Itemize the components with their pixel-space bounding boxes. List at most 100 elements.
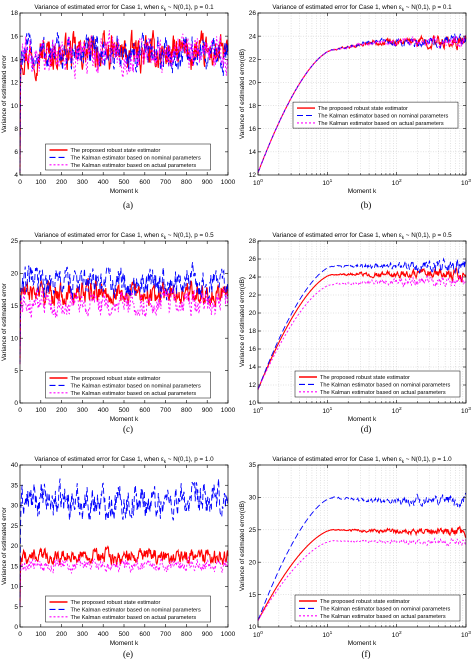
y-tick-label: 18 bbox=[11, 10, 19, 17]
x-axis-label: Moment k bbox=[110, 416, 139, 423]
series-group bbox=[19, 29, 229, 173]
x-tick-label: 102 bbox=[392, 406, 402, 415]
legend-label: The proposed robust state estimator bbox=[71, 376, 161, 382]
legend-label: The proposed robust state estimator bbox=[71, 600, 161, 606]
title-symbol: ε bbox=[161, 4, 164, 11]
y-tick-label: 16 bbox=[249, 346, 257, 353]
legend-label: The proposed robust state estimator bbox=[71, 148, 161, 154]
y-tick-label: 10 bbox=[249, 400, 257, 407]
y-tick-label: 35 bbox=[11, 482, 19, 489]
y-tick-label: 16 bbox=[249, 126, 257, 133]
y-tick-label: 14 bbox=[249, 149, 257, 156]
legend-label: The Kalman estimator based on nominal pa… bbox=[71, 383, 201, 389]
y-tick-label: 25 bbox=[249, 527, 257, 534]
y-tick-label: 18 bbox=[249, 103, 257, 110]
x-tick-label: 102 bbox=[392, 630, 402, 639]
legend-label: The proposed robust state estimator bbox=[318, 106, 408, 112]
title-symbol: ε bbox=[399, 232, 402, 239]
legend-label: The Kalman estimator based on nominal pa… bbox=[71, 155, 201, 161]
title-tail: ~ N(0,1), p = 1.0 bbox=[166, 456, 214, 463]
panel-caption: (f) bbox=[362, 649, 371, 659]
series-line-nominal bbox=[257, 257, 467, 390]
x-tick-exponent: 3 bbox=[468, 630, 471, 636]
x-tick-label: 800 bbox=[181, 407, 192, 414]
x-tick-label: 103 bbox=[461, 630, 471, 639]
series-group bbox=[257, 492, 467, 621]
x-tick-label: 600 bbox=[139, 631, 150, 638]
title-tail: ~ N(0,1), p = 0.5 bbox=[166, 232, 214, 239]
legend-label: The Kalman estimator based on actual par… bbox=[320, 614, 446, 620]
series-line-nominal bbox=[19, 262, 229, 365]
x-tick-label: 100 bbox=[35, 631, 46, 638]
x-axis-label: Moment k bbox=[348, 640, 377, 647]
y-tick-label: 15 bbox=[11, 303, 19, 310]
x-tick-label: 102 bbox=[392, 178, 402, 187]
chart-title: Variance of estimated error for Case 1, … bbox=[272, 232, 452, 240]
y-tick-label: 22 bbox=[249, 56, 257, 63]
series-line-nominal bbox=[19, 478, 229, 607]
x-tick-label: 100 bbox=[253, 406, 263, 415]
y-tick-label: 15 bbox=[11, 563, 19, 570]
x-tick-exponent: 2 bbox=[399, 630, 402, 636]
y-tick-label: 24 bbox=[249, 274, 257, 281]
x-tick-label: 500 bbox=[119, 179, 130, 186]
x-tick-label: 101 bbox=[322, 178, 332, 187]
y-tick-label: 25 bbox=[11, 523, 19, 530]
title-tail: ~ N(0,1), p = 0.1 bbox=[166, 4, 214, 11]
legend-box bbox=[294, 594, 461, 622]
y-tick-label: 12 bbox=[249, 382, 257, 389]
x-tick-label: 300 bbox=[77, 407, 88, 414]
x-tick-label: 200 bbox=[56, 631, 67, 638]
x-tick-label: 100 bbox=[35, 179, 46, 186]
legend-label: The Kalman estimator based on actual par… bbox=[71, 163, 197, 169]
panel-caption: (d) bbox=[361, 424, 372, 434]
y-tick-label: 4 bbox=[14, 172, 18, 179]
y-tick-label: 26 bbox=[249, 256, 257, 263]
series-group bbox=[19, 478, 229, 607]
x-tick-label: 101 bbox=[322, 406, 332, 415]
panel-caption: (b) bbox=[361, 200, 372, 210]
axes-box bbox=[257, 12, 467, 176]
x-tick-label: 103 bbox=[461, 406, 471, 415]
x-tick-exponent: 3 bbox=[468, 406, 471, 412]
x-tick-exponent: 1 bbox=[330, 630, 333, 636]
y-tick-label: 24 bbox=[249, 33, 257, 40]
panel-caption: (e) bbox=[123, 649, 133, 659]
x-tick-label: 700 bbox=[160, 631, 171, 638]
series-group bbox=[257, 257, 467, 390]
y-tick-label: 12 bbox=[249, 172, 257, 179]
x-tick-label: 500 bbox=[119, 407, 130, 414]
chart-title: Variance of estimated error for Case 1, … bbox=[272, 456, 452, 464]
series-group bbox=[257, 33, 467, 173]
x-tick-label: 1000 bbox=[221, 407, 236, 414]
y-tick-label: 12 bbox=[11, 80, 19, 87]
y-tick-label: 14 bbox=[249, 364, 257, 371]
legend-box bbox=[45, 143, 211, 171]
axes-box bbox=[257, 240, 467, 404]
x-tick-label: 200 bbox=[56, 179, 67, 186]
y-tick-label: 20 bbox=[11, 271, 19, 278]
legend-box bbox=[45, 371, 211, 399]
legend-label: The Kalman estimator based on nominal pa… bbox=[71, 607, 201, 613]
x-tick-exponent: 0 bbox=[260, 406, 263, 412]
y-tick-label: 10 bbox=[11, 584, 19, 591]
panel-d: 100 101 102 10310121416182022242628Variance… bbox=[239, 232, 471, 434]
x-tick-label: 1000 bbox=[221, 179, 236, 186]
x-tick-exponent: 1 bbox=[330, 178, 333, 184]
x-tick-label: 800 bbox=[181, 631, 192, 638]
legend-label: The Kalman estimator based on nominal pa… bbox=[318, 114, 448, 120]
series-line-actual bbox=[257, 34, 466, 173]
series-line-robust bbox=[19, 545, 229, 607]
panel-caption: (a) bbox=[123, 200, 133, 210]
x-tick-label: 0 bbox=[18, 631, 22, 638]
grid bbox=[258, 13, 466, 175]
x-tick-label: 101 bbox=[322, 630, 332, 639]
x-axis-label: Moment k bbox=[348, 416, 377, 423]
x-tick-label: 600 bbox=[139, 407, 150, 414]
